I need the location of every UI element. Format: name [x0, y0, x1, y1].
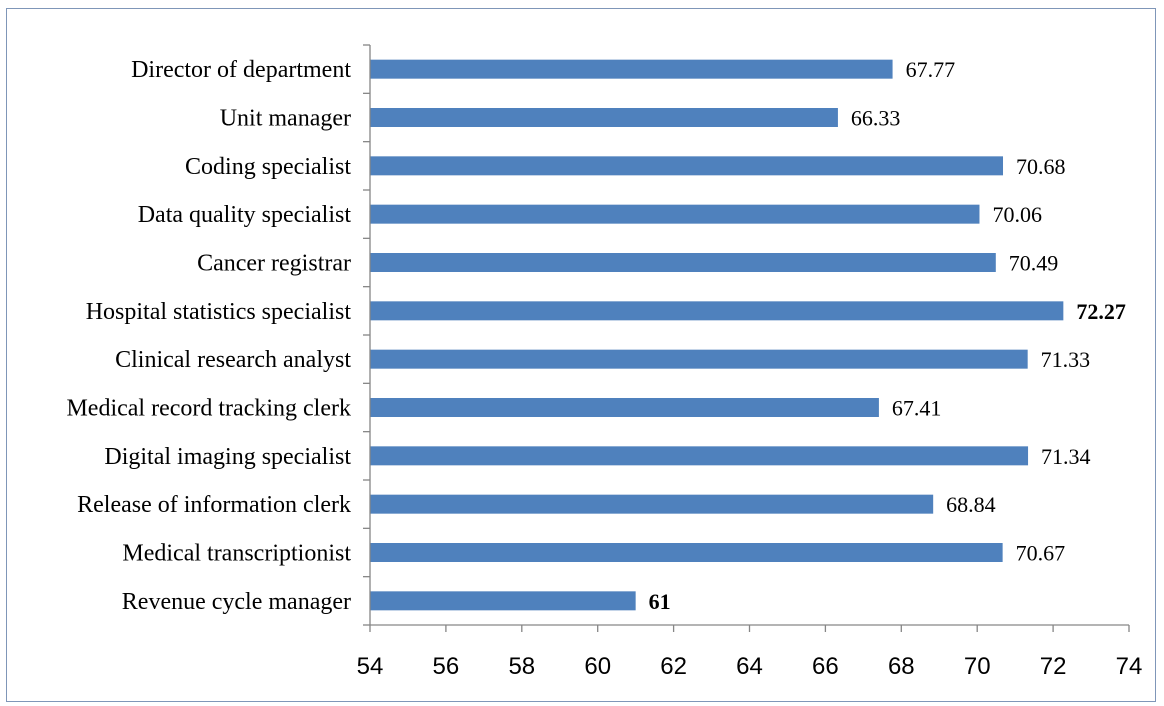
bar	[370, 494, 934, 514]
bar	[370, 108, 838, 127]
value-label: 70.68	[1016, 154, 1066, 179]
value-label: 66.33	[851, 106, 901, 131]
value-label: 68.84	[946, 492, 996, 517]
bar	[370, 591, 636, 611]
bar	[370, 543, 1003, 562]
category-label: Cancer registrar	[197, 251, 351, 277]
value-label: 70.49	[1009, 251, 1058, 276]
x-tick-label: 58	[508, 653, 535, 680]
x-tick-label: 56	[433, 653, 460, 680]
value-label: 70.06	[992, 202, 1042, 227]
category-label: Hospital statistics specialist	[86, 299, 352, 325]
category-label: Medical record tracking clerk	[66, 396, 351, 422]
axes-group	[363, 44, 1130, 632]
category-label: Revenue cycle manager	[122, 589, 351, 615]
x-tick-label: 70	[964, 653, 991, 680]
value-label: 61	[649, 589, 671, 614]
bar	[370, 253, 996, 272]
category-label: Clinical research analyst	[115, 347, 351, 373]
x-tick-label: 68	[888, 653, 915, 680]
value-label: 71.33	[1041, 347, 1091, 372]
value-label: 67.77	[906, 57, 956, 82]
category-label: Unit manager	[220, 106, 351, 132]
bar	[370, 204, 980, 224]
x-tick-label: 72	[1040, 653, 1067, 680]
category-label: Medical transcriptionist	[122, 541, 351, 567]
category-label: Release of information clerk	[77, 492, 351, 518]
category-label: Coding specialist	[185, 154, 351, 180]
bar	[370, 156, 1004, 176]
category-label: Digital imaging specialist	[104, 444, 351, 470]
x-tick-label: 64	[736, 653, 763, 680]
x-tick-label: 54	[357, 653, 384, 680]
value-label: 72.27	[1076, 299, 1126, 324]
category-label: Data quality specialist	[138, 202, 352, 228]
x-tick-label: 66	[812, 653, 839, 680]
bar	[370, 398, 879, 417]
value-label: 71.34	[1041, 444, 1091, 469]
bar	[370, 301, 1064, 321]
bars-group	[370, 59, 1064, 611]
chart-frame: 67.77 66.33 70.68 70.06 70.49 72.27 71.33 67.41…	[6, 8, 1156, 702]
tick-labels-group: 54 56 58 60 62 64 66 68 70 72 74	[357, 653, 1143, 680]
category-labels-group: Director of department Unit manager Coding…	[66, 57, 351, 615]
x-tick-label: 74	[1116, 653, 1143, 680]
x-tick-label: 62	[660, 653, 687, 680]
bar	[370, 59, 893, 79]
category-label: Director of department	[131, 57, 351, 83]
bar	[370, 446, 1029, 466]
bar	[370, 349, 1028, 369]
value-label: 70.67	[1016, 541, 1065, 566]
x-tick-label: 60	[584, 653, 611, 680]
value-label: 67.41	[892, 396, 942, 421]
